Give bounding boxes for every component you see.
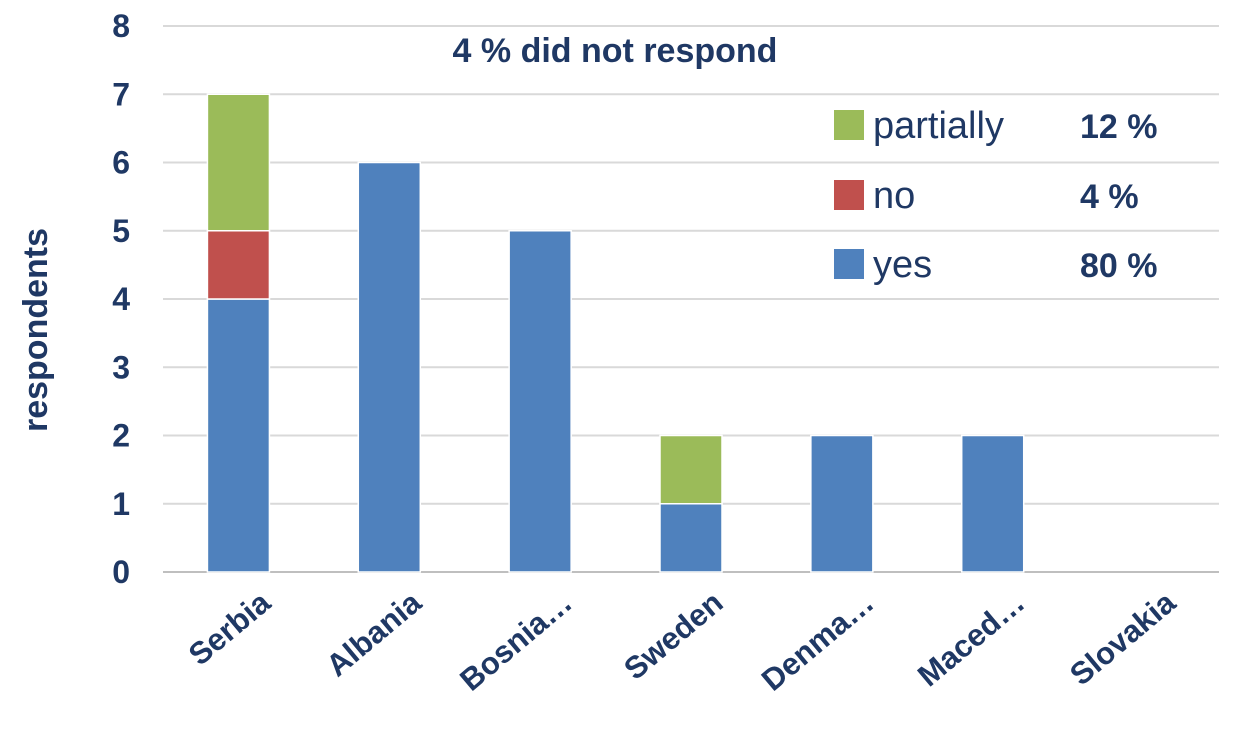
x-tick-7: Slovakia — [1063, 584, 1182, 692]
y-tick-1: 1 — [112, 486, 130, 522]
legend-percent-no: 4 % — [1080, 178, 1139, 216]
y-axis-label: respondents — [17, 228, 55, 432]
x-tick-2: Albania — [320, 584, 429, 683]
legend-percent-partially: 12 % — [1080, 108, 1158, 146]
bar-yes-2 — [357, 161, 422, 573]
legend-label-no: no — [873, 175, 915, 217]
x-tick-3: Bosnia… — [453, 585, 578, 698]
gridlines — [163, 25, 1219, 573]
legend-label-partially: partially — [873, 105, 1004, 147]
y-tick-7: 7 — [112, 76, 130, 112]
bar-yes-1 — [206, 298, 271, 573]
x-tick-1: Serbia — [182, 584, 278, 672]
y-tick-0: 0 — [112, 554, 130, 590]
y-axis-ticks: 0 1 2 3 4 5 6 7 8 — [112, 8, 130, 590]
bar-yes-3 — [508, 230, 572, 573]
legend-swatch-no — [834, 180, 864, 210]
bars — [206, 93, 1025, 573]
legend-swatch-partially — [834, 110, 864, 140]
legend-label-yes: yes — [873, 244, 932, 286]
bar-yes-5 — [810, 434, 874, 573]
x-tick-4: Sweden — [617, 585, 729, 687]
y-tick-4: 4 — [112, 281, 130, 317]
x-tick-6: Maced… — [911, 585, 1031, 694]
y-tick-3: 3 — [112, 349, 130, 385]
bar-partially-1 — [206, 93, 271, 232]
legend: partially 12 % no 4 % yes 80 % — [834, 105, 1158, 286]
y-tick-2: 2 — [112, 418, 130, 454]
bar-no-1 — [206, 230, 271, 300]
y-tick-5: 5 — [112, 213, 130, 249]
y-tick-6: 6 — [112, 145, 130, 181]
bar-yes-6 — [960, 434, 1025, 573]
legend-swatch-yes — [834, 249, 864, 279]
no-response-annotation: 4 % did not respond — [453, 32, 778, 70]
x-tick-5: Denma… — [755, 585, 880, 698]
bar-partially-4 — [659, 434, 723, 505]
legend-percent-yes: 80 % — [1080, 247, 1158, 285]
y-tick-8: 8 — [112, 8, 130, 44]
x-axis-categories: Serbia Albania Bosnia… Sweden Denma… Maced… Sl… — [182, 584, 1183, 698]
bar-yes-4 — [659, 503, 723, 573]
